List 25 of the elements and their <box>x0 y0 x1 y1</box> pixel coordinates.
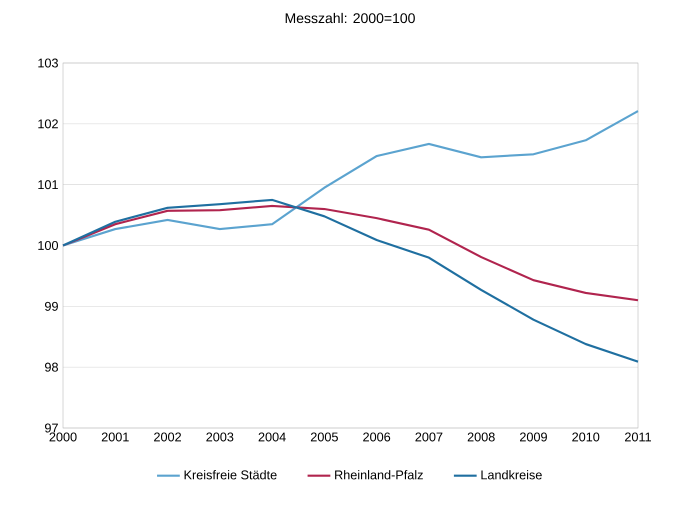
x-tick-label: 2006 <box>363 432 390 442</box>
y-tick-label: 97 <box>45 424 58 432</box>
y-tick-label: 103 <box>38 58 58 68</box>
line-series <box>62 198 640 363</box>
y-tick-label: 101 <box>38 180 58 190</box>
x-tick-label: 2004 <box>258 432 286 442</box>
x-tick-label: 2002 <box>154 432 182 442</box>
legend-label: Landkreise <box>481 470 542 480</box>
line-series <box>62 110 640 247</box>
x-tick-label: 2000 <box>50 432 77 442</box>
x-tick-label: 2001 <box>102 432 129 442</box>
y-tick-label: 99 <box>45 302 58 311</box>
legend-label: Rheinland-Pfalz <box>335 470 423 480</box>
x-tick-label: 2009 <box>520 432 547 442</box>
y-tick-label: 98 <box>45 362 58 372</box>
x-tick-label: 2011 <box>625 432 651 442</box>
x-tick-label: 2008 <box>468 432 495 442</box>
x-tick-label: 2007 <box>415 432 442 442</box>
x-tick-label: 2010 <box>572 432 600 442</box>
legend-label: Kreisfreie Städte <box>184 470 277 480</box>
x-tick-label: 2003 <box>206 432 234 442</box>
chart-title: Messzahl: 2000=100 <box>286 12 415 24</box>
y-tick-label: 102 <box>38 119 58 128</box>
y-tick-label: 100 <box>38 241 58 250</box>
x-tick-label: 2005 <box>310 432 338 442</box>
